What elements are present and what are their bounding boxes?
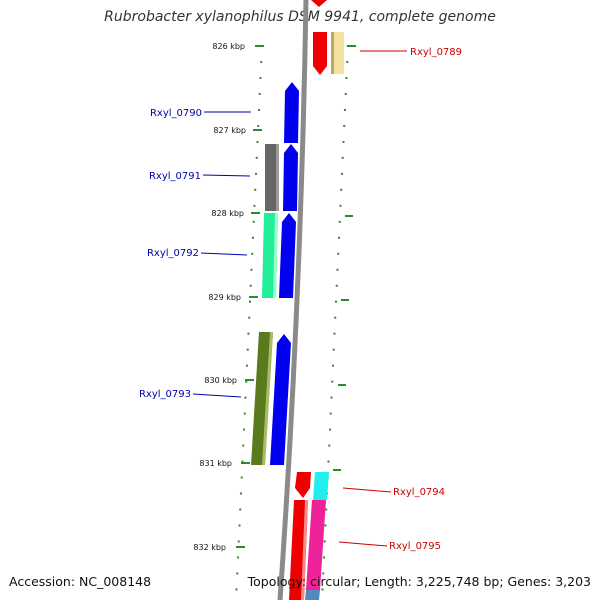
tick-marks (236, 45, 356, 548)
gene-label-rxyl-0789[interactable]: Rxyl_0789 (410, 47, 462, 58)
gene-rxyl-0791[interactable] (265, 144, 298, 211)
feature-block-rxyl-0794 (313, 472, 329, 500)
feature-block-rxyl-0791 (265, 144, 279, 211)
label-leader-lines (192, 50, 407, 547)
backbone-ruler (277, 0, 309, 600)
gene-arrow-rxyl-0793 (270, 334, 291, 465)
gene-arrow-rxyl-0794 (295, 472, 311, 498)
gene-rxyl-0789[interactable] (313, 32, 344, 75)
tick-label-831: 831 kbp (199, 459, 232, 468)
gene-arrow-rxyl-0792 (279, 213, 296, 298)
gene-rxyl-0794[interactable] (295, 472, 329, 500)
gene-label-rxyl-0794[interactable]: Rxyl_0794 (393, 487, 445, 498)
tick-labels: 826 kbp 827 kbp 828 kbp 829 kbp 830 kbp … (193, 42, 246, 552)
gene-labels: Rxyl_0789 Rxyl_0790 Rxyl_0791 Rxyl_0792 … (139, 47, 462, 552)
gene-label-rxyl-0795[interactable]: Rxyl_0795 (389, 541, 441, 552)
feature-block-rxyl-0795 (306, 500, 326, 590)
tick-label-832: 832 kbp (193, 543, 226, 552)
gene-label-rxyl-0791[interactable]: Rxyl_0791 (149, 171, 201, 182)
tick-label-826: 826 kbp (212, 42, 245, 51)
tick-label-828: 828 kbp (211, 209, 244, 218)
map-title: Rubrobacter xylanophilus DSM 9941, compl… (104, 9, 496, 25)
feature-block-rxyl-0789 (331, 32, 344, 74)
gene-arrow-rxyl-0791 (283, 144, 298, 211)
gene-rxyl-0792[interactable] (262, 213, 296, 298)
feature-block-rxyl-0793 (251, 332, 273, 465)
gene-arrow-partial-top[interactable] (311, 0, 327, 7)
topology-summary-text: Topology: circular; Length: 3,225,748 bp… (247, 574, 591, 589)
gene-arrow-rxyl-0789 (313, 32, 327, 75)
gene-rxyl-0795[interactable] (289, 500, 326, 600)
accession-text: Accession: NC_008148 (9, 574, 152, 589)
gene-label-rxyl-0793[interactable]: Rxyl_0793 (139, 389, 191, 400)
gene-arrow-rxyl-0790[interactable] (284, 82, 299, 143)
gene-label-rxyl-0792[interactable]: Rxyl_0792 (147, 248, 199, 259)
gene-label-rxyl-0790[interactable]: Rxyl_0790 (150, 108, 202, 119)
tick-label-830: 830 kbp (204, 376, 237, 385)
gene-rxyl-0793[interactable] (251, 332, 291, 465)
tick-label-827: 827 kbp (213, 126, 246, 135)
tick-label-829: 829 kbp (208, 293, 241, 302)
